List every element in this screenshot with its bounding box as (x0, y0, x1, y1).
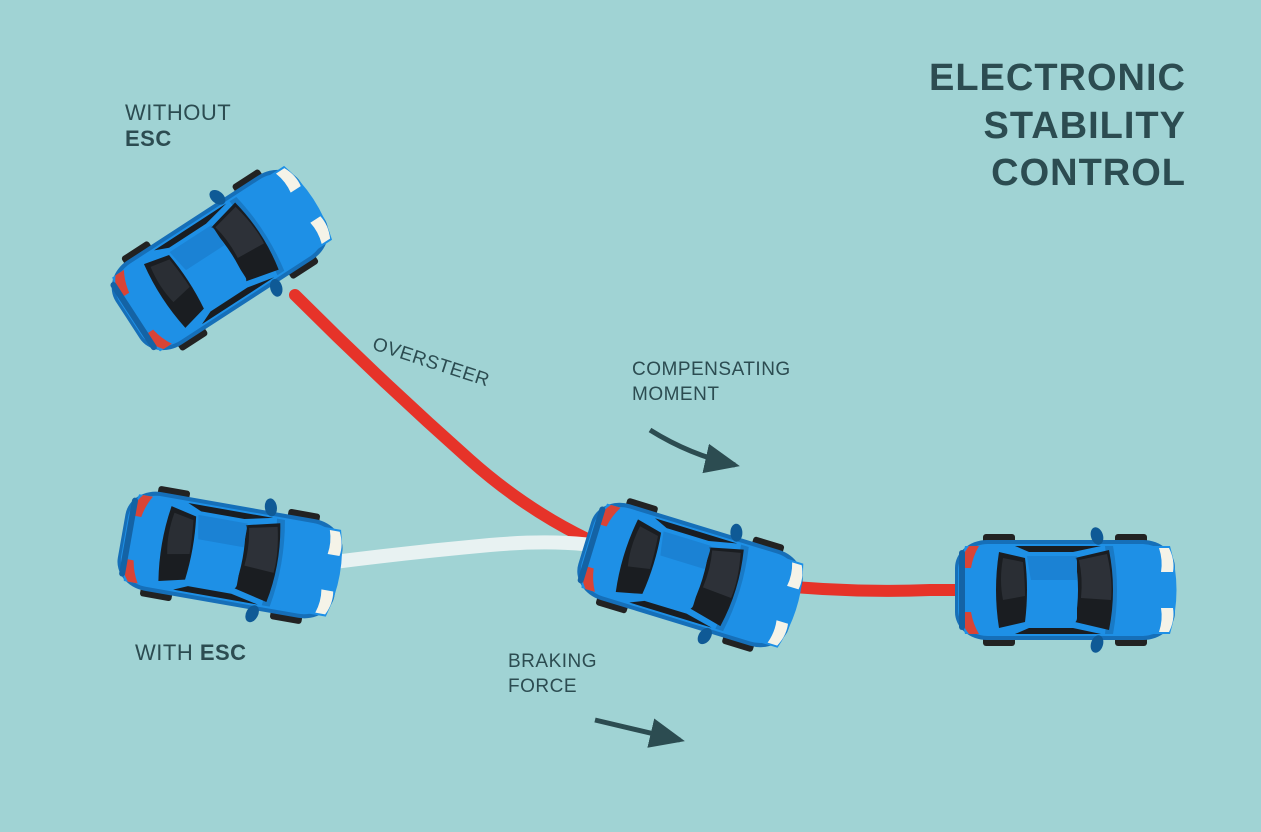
label-braking: BRAKING FORCE (508, 650, 597, 699)
braking-arrow (595, 720, 680, 740)
title-line-3: CONTROL (929, 150, 1186, 198)
title-line-1: ELECTRONIC (929, 55, 1186, 103)
car-without-esc (93, 145, 349, 374)
title-line-2: STABILITY (929, 103, 1186, 151)
main-title: ELECTRONIC STABILITY CONTROL (929, 55, 1186, 198)
label-compensating-line2: MOMENT (632, 383, 791, 408)
car-right (955, 526, 1177, 655)
label-braking-line2: FORCE (508, 675, 597, 700)
compensating-arrow (650, 430, 735, 465)
label-with-line1: WITH (135, 640, 193, 665)
label-with-bold: ESC (200, 640, 247, 665)
car-middle (566, 481, 815, 669)
label-braking-line1: BRAKING (508, 650, 597, 675)
label-without-esc: WITHOUT ESC (125, 100, 231, 152)
car-with-esc (110, 472, 351, 637)
label-compensating: COMPENSATING MOMENT (632, 358, 791, 407)
label-without-line2: ESC (125, 126, 231, 152)
label-without-line1: WITHOUT (125, 100, 231, 125)
label-compensating-line1: COMPENSATING (632, 358, 791, 383)
label-with-esc: WITH ESC (135, 640, 247, 666)
